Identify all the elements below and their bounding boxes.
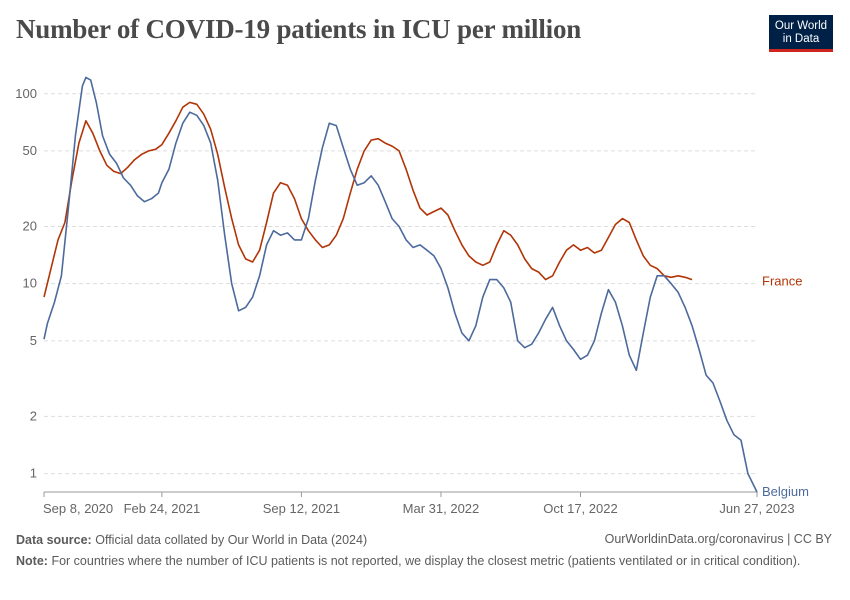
series-label-belgium[interactable]: Belgium — [762, 484, 809, 499]
logo-line-2: in Data — [782, 33, 820, 45]
source-label: Data source: — [16, 533, 92, 547]
x-axis: Sep 8, 2020 Feb 24, 2021 Sep 12, 2021 Mar 3… — [43, 491, 795, 516]
note-text: For countries where the number of ICU pa… — [51, 554, 801, 568]
chart-title: Number of COVID-19 patients in ICU per m… — [16, 14, 582, 44]
owid-logo[interactable]: Our World in Data — [769, 15, 833, 52]
note-label: Note: — [16, 554, 48, 568]
y-tick-label: 10 — [23, 276, 37, 291]
series-labels: France Belgium — [762, 274, 809, 499]
y-axis-ticks: 1 2 5 10 20 50 100 — [15, 86, 37, 481]
y-tick-label: 1 — [30, 466, 37, 481]
y-tick-label: 20 — [23, 219, 37, 234]
x-tick-label: Sep 12, 2021 — [263, 501, 340, 516]
y-tick-label: 5 — [30, 333, 37, 348]
series-line-france[interactable] — [43, 101, 693, 298]
x-tick-label: Mar 31, 2022 — [403, 501, 480, 516]
data-source: Data source: Official data collated by O… — [16, 532, 367, 548]
series-label-france[interactable]: France — [762, 274, 802, 289]
y-tick-label: 50 — [23, 143, 37, 158]
x-tick-label: Oct 17, 2022 — [543, 501, 617, 516]
logo-line-1: Our World — [774, 20, 828, 32]
source-url-link[interactable]: OurWorldinData.org/coronavirus | CC BY — [604, 532, 832, 546]
y-tick-label: 2 — [30, 408, 37, 423]
y-tick-label: 100 — [15, 86, 37, 101]
x-tick-label: Sep 8, 2020 — [43, 501, 113, 516]
source-text: Official data collated by Our World in D… — [95, 533, 368, 547]
logo-accent-bar — [769, 49, 833, 52]
series-lines — [43, 76, 758, 493]
x-tick-label: Feb 24, 2021 — [124, 501, 201, 516]
x-tick-label: Jun 27, 2023 — [719, 501, 794, 516]
chart-note: Note: For countries where the number of … — [16, 553, 806, 569]
series-line-belgium[interactable] — [43, 76, 758, 493]
